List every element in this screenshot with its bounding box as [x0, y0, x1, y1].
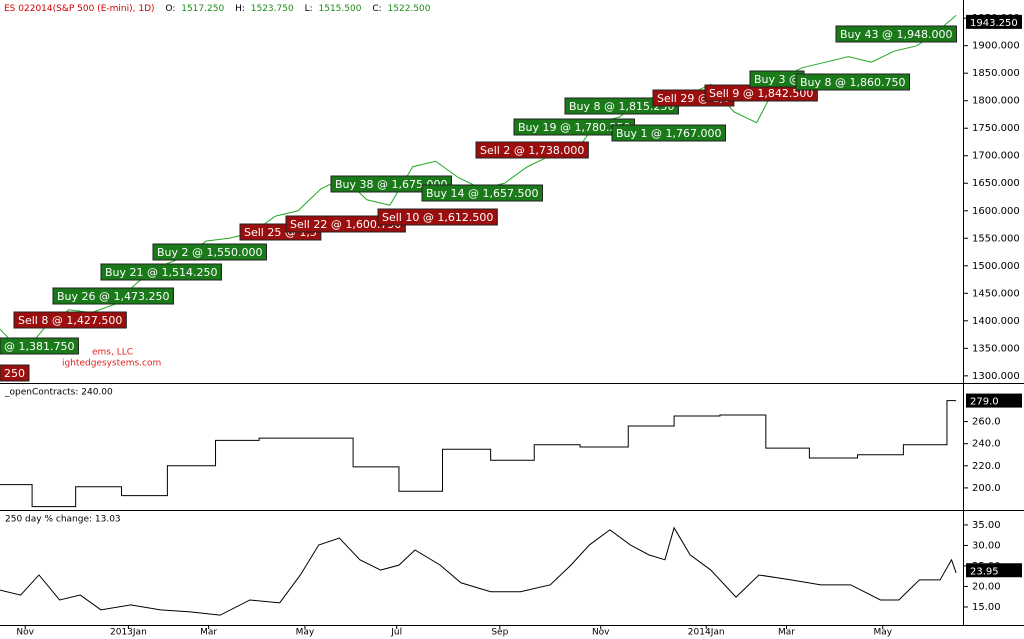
trade-label: Buy 26 @ 1,473.250 [57, 290, 170, 303]
x-tick-label: May [873, 628, 892, 638]
ohlc-label: L: [305, 4, 313, 14]
trade-label: Sell 22 @ 1,600.750 [290, 218, 401, 231]
last-value-box [966, 563, 1022, 578]
trade-label: Buy 21 @ 1,514.250 [105, 266, 218, 279]
x-tick-label: Nov [16, 628, 34, 638]
ohlc-label: O: [165, 4, 175, 14]
trade-box [100, 263, 222, 281]
last-value-label: 23.95 [970, 566, 999, 577]
y-tick-label: 1750.000 [972, 123, 1020, 134]
y-tick-label: 1850.000 [972, 68, 1020, 79]
x-tick-label: Mar [200, 628, 217, 638]
trade-box [13, 311, 127, 329]
trade-label: Buy 3 @ [754, 73, 800, 86]
watermark: ems, LLC [92, 348, 133, 358]
y-tick-label: 35.00 [972, 520, 1001, 531]
pane-title: _openContracts: 240.00 [4, 388, 113, 398]
watermark: ightedgesystems.com [62, 359, 161, 369]
y-tick-label: 1350.000 [972, 343, 1020, 354]
trade-box [421, 184, 543, 202]
y-tick-label: 1900.000 [972, 41, 1020, 52]
trade-box [330, 175, 452, 193]
x-tick-label: May [296, 628, 315, 638]
trade-label: Buy 8 @ 1,860.750 [800, 76, 906, 89]
trade-box [152, 243, 267, 261]
last-value-label: 279.0 [970, 397, 999, 408]
trade-label: Sell 8 @ 1,427.500 [18, 314, 122, 327]
last-value-box [966, 14, 1022, 29]
ohlc-value: 1522.500 [388, 4, 431, 14]
trade-label: Buy 14 @ 1,657.500 [426, 187, 539, 200]
y-tick-label: 220.0 [972, 461, 1001, 472]
ohlc-label: C: [372, 4, 381, 14]
x-tick-label: Nov [592, 628, 610, 638]
trade-label: Sell 2 @ 1,738.000 [480, 144, 584, 157]
trade-label: Buy 19 @ 1,780.250 [518, 121, 631, 134]
y-tick-label: 1450.000 [972, 288, 1020, 299]
y-tick-label: 1300.000 [972, 371, 1020, 382]
y-tick-label: 1700.000 [972, 151, 1020, 162]
x-tick-label: Jul [390, 628, 402, 638]
last-value-label: 1943.250 [970, 18, 1018, 29]
ohlc-label: H: [235, 4, 245, 14]
y-tick-label: 1650.000 [972, 178, 1020, 189]
ohlc-value: 1517.250 [181, 4, 224, 14]
trade-box [835, 25, 957, 43]
y-tick-label: 1800.000 [972, 96, 1020, 107]
x-tick-label: Mar [778, 628, 795, 638]
header: ES 022014(S&P 500 (E-mini), 1D) O: 1517.… [4, 4, 431, 14]
trade-label: Buy 8 @ 1,815.250 [569, 100, 675, 113]
pane-title: 250 day % change: 13.03 [5, 515, 121, 525]
trade-label: Buy 38 @ 1,675.000 [335, 178, 448, 191]
trade-label: Sell 9 @ 1,842.500 [709, 87, 813, 100]
trade-box [611, 124, 726, 142]
y-tick-label: 1600.000 [972, 206, 1020, 217]
ohlc-value: 1523.750 [251, 4, 294, 14]
y-tick-label: 15.00 [972, 602, 1001, 613]
trade-label: Buy 1 @ 1,767.000 [616, 127, 722, 140]
series-line [0, 526, 957, 616]
trade-label: 250 [4, 367, 25, 380]
last-value-box [966, 393, 1022, 408]
x-tick-label: 2014Jan [688, 628, 725, 638]
y-tick-label: 1400.000 [972, 316, 1020, 327]
step-line [0, 400, 957, 508]
trade-label: Sell 10 @ 1,612.500 [382, 211, 493, 224]
trade-box [475, 141, 589, 159]
trade-box [0, 364, 30, 382]
trade-label: Buy 43 @ 1,948.000 [840, 28, 953, 41]
y-tick-label: 1500.000 [972, 261, 1020, 272]
trade-box [795, 73, 910, 91]
trade-box [377, 208, 498, 226]
y-tick-label: 30.00 [972, 540, 1001, 551]
y-tick-label: 240.0 [972, 439, 1001, 450]
x-tick-label: Sep [491, 628, 508, 638]
symbol: ES 022014(S&P 500 (E-mini), 1D) [4, 4, 155, 14]
trade-label: Buy 2 @ 1,550.000 [157, 246, 263, 259]
trade-label: @ 1,381.750 [4, 340, 74, 353]
y-tick-label: 20.00 [972, 581, 1001, 592]
y-tick-label: 260.0 [972, 417, 1001, 428]
x-tick-label: 2013Jan [110, 628, 147, 638]
y-tick-label: 1550.000 [972, 233, 1020, 244]
trade-box [0, 337, 79, 355]
trade-box [52, 287, 174, 305]
y-tick-label: 200.0 [972, 483, 1001, 494]
ohlc-value: 1515.500 [319, 4, 362, 14]
